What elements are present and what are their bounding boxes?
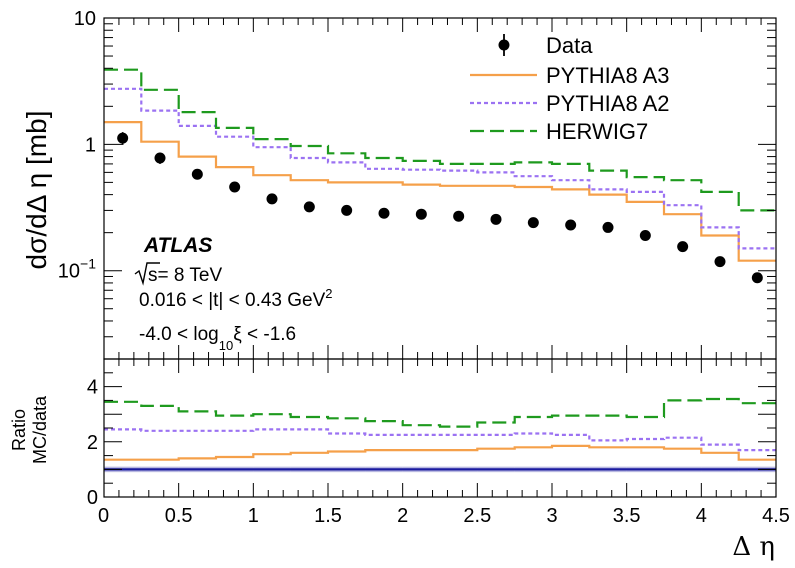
x-tick-label: 1.5: [314, 505, 342, 527]
data-point: [714, 256, 726, 268]
atlas-label: ATLAS: [143, 234, 212, 257]
legend: Data PYTHIA8 A3 PYTHIA8 A2 HERWIG7: [470, 33, 670, 144]
data-point: [751, 272, 763, 284]
xi-range-subscript: 10: [219, 338, 233, 353]
ratio-series-line-2: [104, 428, 776, 452]
svg-text:-4.0 < log10ξ < -1.6: -4.0 < log10ξ < -1.6: [139, 324, 296, 353]
top-y-tick-label: 10: [74, 8, 96, 30]
svg-text:0.016 < |t| < 0.43 GeV2: 0.016 < |t| < 0.43 GeV2: [139, 286, 333, 311]
data-point: [565, 219, 577, 231]
x-tick-label: 4.5: [762, 505, 790, 527]
t-range-superscript: 2: [325, 286, 332, 301]
ratio-series-line-1: [104, 444, 776, 461]
data-point: [229, 181, 241, 193]
data-point: [639, 229, 651, 241]
t-range-annotation: 0.016 < |t| < 0.43 GeV2: [139, 286, 333, 311]
top-y-tick-label-base: 10: [58, 261, 80, 283]
legend-item-data: Data: [498, 33, 593, 58]
top-y-tick-label: 1: [85, 134, 96, 156]
top-y-axis-title: dσ/dΔ η [mb]: [21, 111, 52, 270]
data-point: [677, 241, 689, 253]
ratio-series-line-3: [104, 397, 776, 428]
data-point: [453, 210, 465, 222]
ratio-plot-frame: [103, 358, 777, 498]
x-tick-label: 2: [397, 505, 408, 527]
sqrt-s-annotation: s= 8 TeV: [134, 262, 222, 286]
legend-herwig7-label: HERWIG7: [546, 119, 648, 144]
x-tick-label: 0: [98, 505, 109, 527]
data-point: [303, 201, 315, 213]
data-point: [341, 204, 353, 216]
x-tick-label: 4: [696, 505, 707, 527]
data-point: [527, 217, 539, 229]
x-tick-label: 1: [248, 505, 259, 527]
top-series-line-3: [104, 68, 776, 212]
legend-pythia-a2-label: PYTHIA8 A2: [546, 91, 670, 116]
legend-data-label: Data: [546, 33, 593, 58]
ratio-y-axis-title-line1: Ratio: [9, 409, 29, 451]
top-series-line-1: [104, 121, 776, 262]
ratio-y-tick-label: 0: [87, 487, 98, 509]
t-range-text: 0.016 < |t| < 0.43 GeV: [139, 290, 326, 311]
top-y-tick-label-exponent: −1: [80, 256, 96, 272]
ratio-y-axis-title-line2: MC/data: [30, 395, 50, 464]
sqrt-symbol-icon: [134, 262, 160, 286]
x-tick-label: 3.5: [613, 505, 641, 527]
xi-range-annotation: -4.0 < log10ξ < -1.6: [139, 324, 296, 353]
data-point: [378, 207, 390, 219]
legend-item-pythia-a3: PYTHIA8 A3: [470, 63, 670, 88]
legend-pythia-a3-label: PYTHIA8 A3: [546, 63, 670, 88]
x-tick-label: 3: [546, 505, 557, 527]
ratio-panel: 0 2 4 0 0.5 1 1.5 2 2.5 3 3.5 4 4.5: [87, 358, 790, 527]
x-tick-label: 0.5: [165, 505, 193, 527]
data-point: [266, 193, 278, 205]
data-point: [117, 132, 129, 144]
sqrt-s-text: s= 8 TeV: [148, 265, 222, 286]
data-point: [490, 213, 502, 225]
legend-item-pythia-a2: PYTHIA8 A2: [470, 91, 670, 116]
data-point: [415, 208, 427, 220]
legend-item-herwig7: HERWIG7: [470, 119, 648, 144]
ratio-y-tick-label: 4: [87, 377, 98, 399]
legend-data-marker: [498, 39, 510, 51]
top-y-tick-label: 10−1: [58, 256, 96, 283]
xi-range-text-b: ξ < -1.6: [233, 324, 296, 345]
data-point: [191, 168, 203, 180]
x-tick-label: 2.5: [463, 505, 491, 527]
data-point: [602, 221, 614, 233]
top-series-line-2: [104, 87, 776, 250]
ratio-y-tick-label: 2: [87, 432, 98, 454]
x-axis-title: Δ η: [732, 532, 775, 562]
xi-range-text-a: -4.0 < log: [139, 324, 219, 345]
data-point: [154, 152, 166, 164]
